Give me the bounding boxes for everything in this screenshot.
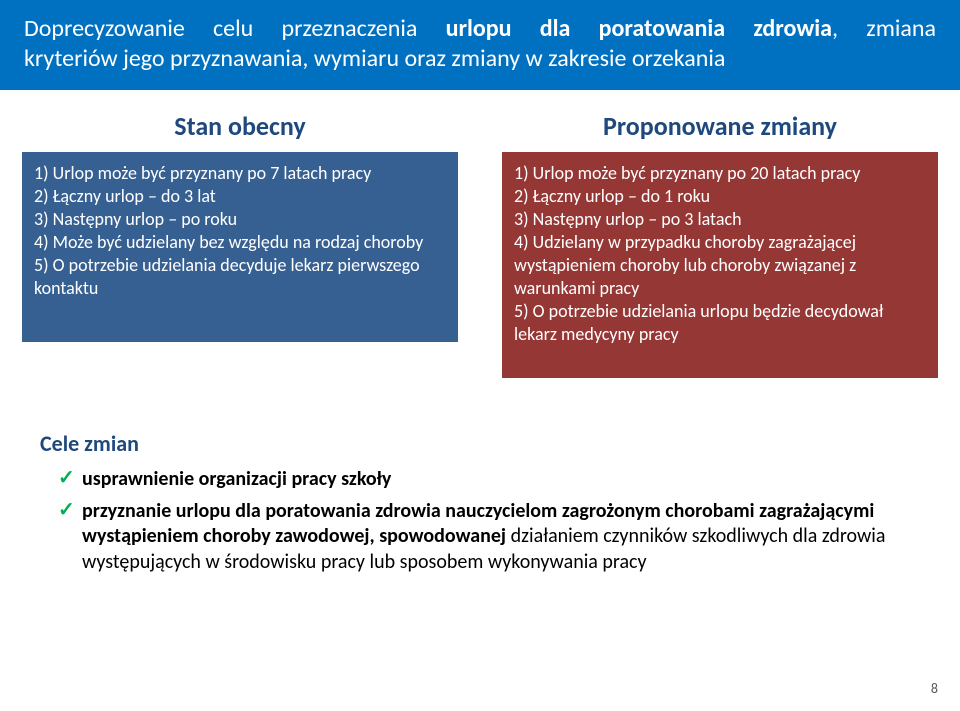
page-number: 8 [931, 680, 938, 697]
goal-text-bold: usprawnienie organizacji pracy szkoły [82, 467, 391, 491]
columns: Stan obecny 1) Urlop może być przyznany … [0, 104, 960, 378]
check-icon: ✓ [58, 467, 82, 489]
goal-text: przyznanie urlopu dla poratowania zdrowi… [82, 499, 920, 576]
check-icon: ✓ [58, 499, 82, 521]
title-line2: kryteriów jego przyznawania, wymiaru ora… [24, 44, 936, 74]
panel-left: 1) Urlop może być przyznany po 7 latach … [22, 152, 458, 342]
title-line1-pre: Doprecyzowanie celu przeznaczenia [24, 14, 446, 43]
slide: Doprecyzowanie celu przeznaczenia urlopu… [0, 0, 960, 711]
column-left-heading: Stan obecny [22, 110, 458, 142]
panel-right: 1) Urlop może być przyznany po 20 latach… [502, 152, 938, 378]
column-right: Proponowane zmiany 1) Urlop może być prz… [480, 104, 960, 378]
goals-heading: Cele zmian [40, 430, 920, 457]
column-right-heading: Proponowane zmiany [502, 110, 938, 142]
goal-text: usprawnienie organizacji pracy szkoły [82, 467, 391, 493]
goals-section: Cele zmian ✓ usprawnienie organizacji pr… [40, 430, 920, 581]
column-left: Stan obecny 1) Urlop może być przyznany … [0, 104, 480, 378]
title-line1-emphasis: urlopu dla poratowania zdrowia [446, 14, 832, 43]
title-line1-post: , zmiana [832, 14, 936, 43]
goal-item: ✓ usprawnienie organizacji pracy szkoły [58, 467, 920, 493]
goal-item: ✓ przyznanie urlopu dla poratowania zdro… [58, 499, 920, 576]
title-band: Doprecyzowanie celu przeznaczenia urlopu… [0, 0, 960, 90]
